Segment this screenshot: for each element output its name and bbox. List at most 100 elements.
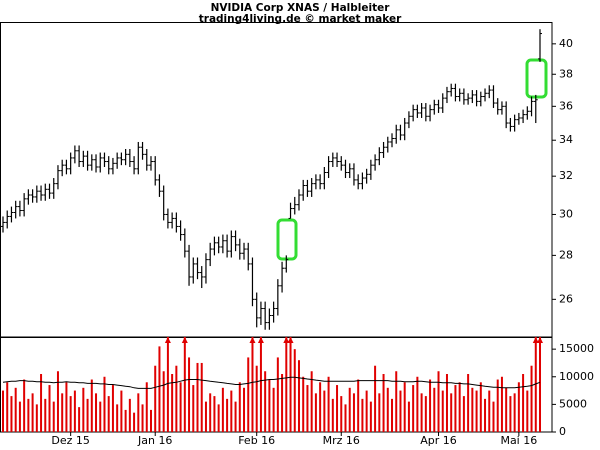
volume-bar: [217, 404, 220, 432]
volume-bar: [272, 387, 275, 432]
volume-bar: [69, 396, 72, 432]
volume-bar: [95, 393, 98, 432]
x-tick-label: Jan 16: [137, 434, 172, 447]
gap-highlight: [525, 58, 548, 99]
volume-bar: [221, 387, 224, 432]
volume-bar: [40, 374, 43, 432]
volume-bar: [441, 390, 444, 432]
volume-bar: [437, 371, 440, 432]
volume-bar: [255, 365, 258, 432]
y-tick-label: 38: [559, 67, 573, 80]
volume-bar: [111, 385, 114, 432]
overflow-arrow: [164, 337, 171, 343]
volume-bar: [429, 379, 432, 432]
chart-subtitle: trading4living.de © market maker: [199, 13, 402, 25]
volume-bar: [200, 362, 203, 432]
volume-bar: [188, 357, 191, 432]
volume-bar: [276, 357, 279, 432]
volume-bar: [526, 390, 529, 432]
volume-bar: [73, 390, 76, 432]
volume-bar: [158, 346, 161, 432]
volume-average: [2, 376, 541, 389]
volume-bar: [238, 382, 241, 432]
volume-bar: [14, 387, 17, 432]
volume-bar: [327, 376, 330, 432]
y-tick-label: 34: [559, 133, 573, 146]
volume-bar: [116, 404, 119, 432]
volume-bar: [141, 404, 144, 432]
volume-bar: [539, 337, 541, 432]
volume-bar: [103, 376, 106, 432]
volume-bar: [534, 337, 537, 432]
volume-bar: [285, 337, 288, 432]
volume-bar: [293, 349, 296, 432]
volume-bar: [399, 390, 402, 432]
volume-bar: [344, 404, 347, 432]
volume-bar: [450, 393, 453, 432]
overflow-arrow: [249, 337, 256, 343]
x-tick-label: Apr 16: [420, 434, 457, 447]
volume-bar: [149, 409, 152, 432]
volume-bar: [352, 393, 355, 432]
volume-bar: [323, 390, 326, 432]
overflow-arrow: [181, 337, 188, 343]
volume-bar: [403, 382, 406, 432]
volume-bar: [247, 357, 250, 432]
y-tick-label: 28: [559, 248, 573, 261]
volume-bar: [281, 374, 284, 432]
volume-bar: [369, 401, 372, 432]
volume-bar: [314, 393, 317, 432]
volume-bar: [513, 393, 516, 432]
volume-bar: [302, 376, 305, 432]
volume-bar: [488, 390, 491, 432]
volume-bar: [484, 398, 487, 432]
volume-bar: [82, 387, 85, 432]
volume-bar: [433, 387, 436, 432]
volume-bar: [310, 371, 313, 432]
volume-bar: [128, 398, 131, 432]
volume-bar: [145, 382, 148, 432]
volume-bar: [391, 398, 394, 432]
volume-bar: [505, 387, 508, 432]
y-tick-label: 5000: [559, 397, 587, 410]
volume-bar: [166, 337, 169, 432]
volume-bar: [209, 393, 212, 432]
volume-bar: [196, 362, 199, 432]
price-frame: [0, 22, 553, 338]
volume-bar: [78, 407, 81, 432]
volume-bar: [35, 404, 38, 432]
volume-bar: [243, 387, 246, 432]
volume-bar: [183, 337, 186, 432]
volume-bar: [23, 379, 26, 432]
volume-bar: [412, 385, 415, 432]
volume-bar: [27, 398, 30, 432]
volume-bar: [458, 382, 461, 432]
overflow-arrow: [257, 337, 264, 343]
volume-bar: [319, 382, 322, 432]
volume-bar: [340, 396, 343, 432]
volume-bar: [496, 379, 499, 432]
volume-bar: [162, 371, 165, 432]
volume-bar: [386, 387, 389, 432]
volume-bar: [306, 385, 309, 432]
y-tick-label: 26: [559, 292, 573, 305]
overflow-arrow: [287, 337, 294, 343]
volume-frame: [0, 337, 553, 433]
volume-bar: [61, 393, 64, 432]
volume-bar: [509, 396, 512, 432]
volume-bar: [124, 409, 127, 432]
volume-bar: [357, 379, 360, 432]
volume-bar: [382, 374, 385, 432]
volume-bar: [192, 385, 195, 432]
y-tick-label: 40: [559, 37, 573, 50]
chart-title: NVIDIA Corp XNAS / Halbleiter: [211, 2, 391, 14]
volume-bar: [48, 385, 51, 432]
volume-bar: [6, 382, 9, 432]
x-tick-label: Mai 16: [500, 434, 537, 447]
x-tick-label: Mrz 16: [323, 434, 360, 447]
volume-bar: [234, 401, 237, 432]
volume-bar: [56, 371, 59, 432]
y-tick-label: 32: [559, 169, 573, 182]
